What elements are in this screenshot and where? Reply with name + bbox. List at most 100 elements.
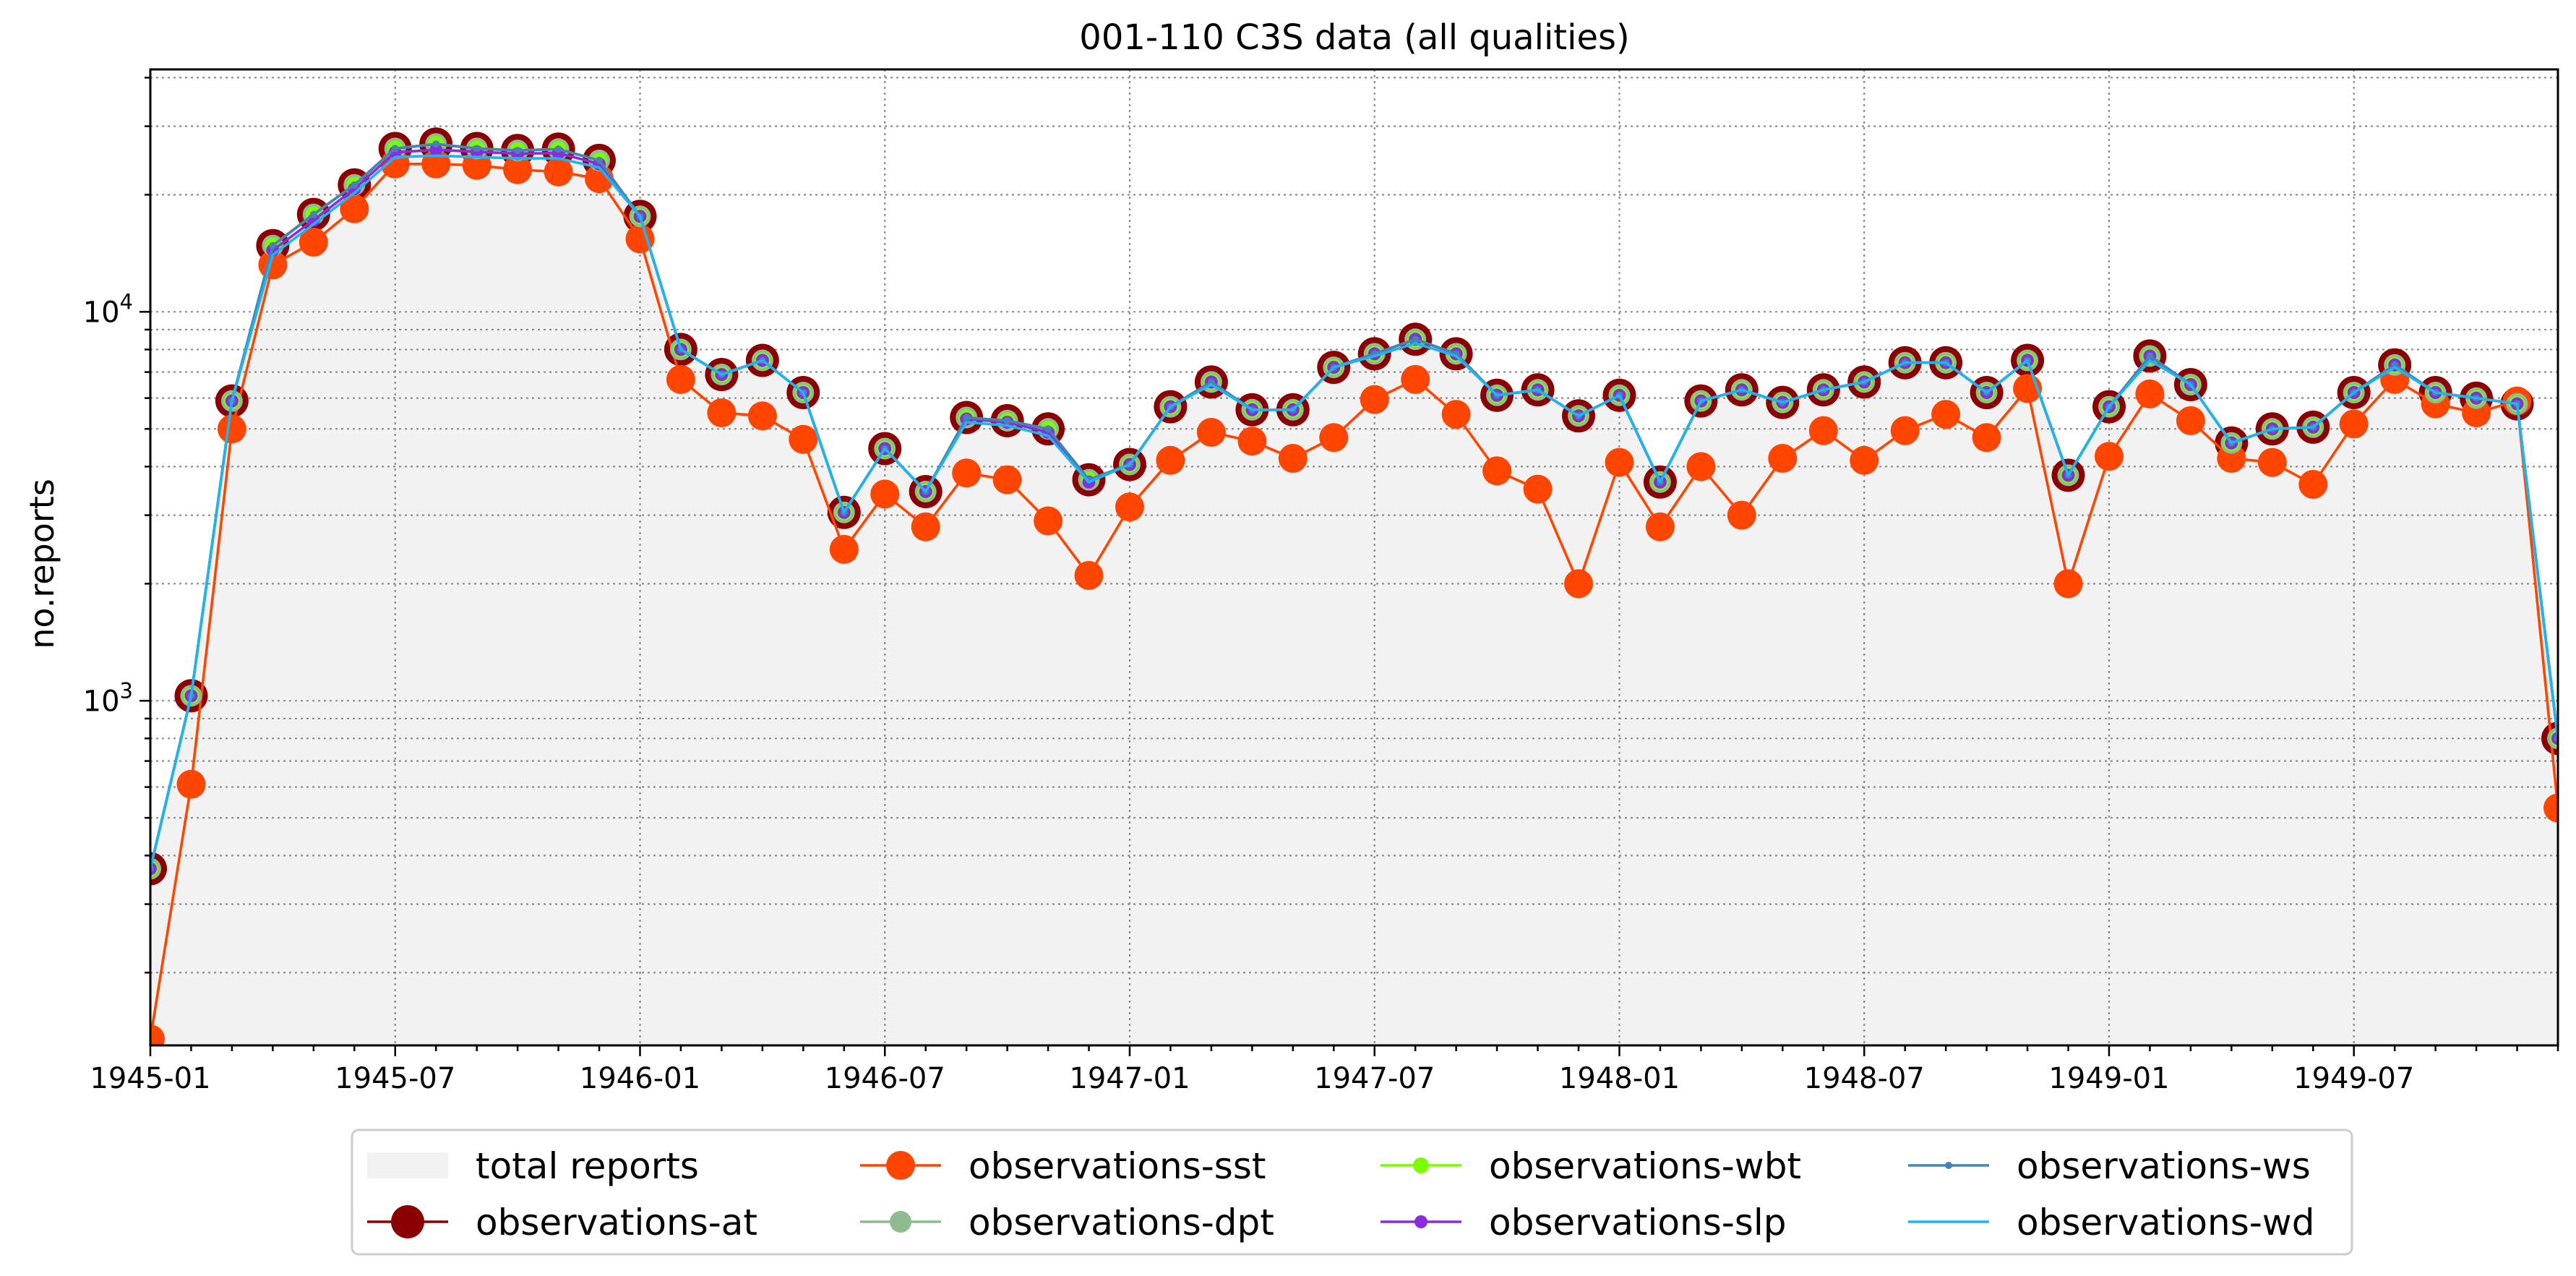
legend-label: total reports: [476, 1145, 699, 1187]
data-point: [596, 156, 603, 164]
data-point: [747, 401, 777, 431]
data-point: [1441, 400, 1471, 429]
x-axis: 1945-01 1945-07 1946-01 1946-07 1947-01 1947-…: [90, 1045, 2559, 1095]
legend: total reports observations-at observations…: [351, 1129, 2353, 1256]
legend-marker: [1414, 1215, 1427, 1228]
legend-marker: [890, 1211, 911, 1233]
series-observations-sst: [150, 149, 2558, 1045]
data-point: [1605, 448, 1634, 477]
data-point: [870, 479, 900, 509]
x-tick-label: 1945-07: [335, 1062, 455, 1095]
data-point: [150, 1024, 165, 1045]
data-point: [789, 424, 818, 454]
x-tick-label: 1949-01: [2048, 1062, 2169, 1095]
x-tick-label: 1948-07: [1804, 1062, 1925, 1095]
data-point: [432, 140, 440, 148]
data-point: [514, 147, 522, 155]
legend-label: observations-wbt: [1489, 1145, 1801, 1187]
series-observations-wd: [150, 154, 2558, 870]
data-point: [1645, 512, 1675, 541]
legend-label: observations-sst: [969, 1145, 1266, 1187]
data-point: [1074, 561, 1104, 590]
legend-label: observations-slp: [1489, 1202, 1786, 1243]
data-point: [1360, 385, 1389, 414]
y-tick-label: 103: [83, 678, 133, 718]
data-point: [1207, 378, 1215, 386]
legend-marker: [886, 1151, 915, 1180]
series-line-observations-wd: [150, 154, 2558, 870]
data-point: [666, 364, 695, 394]
data-point: [1890, 416, 1920, 445]
data-point: [2053, 569, 2083, 599]
data-point: [1319, 423, 1349, 453]
legend-marker: [391, 1205, 424, 1238]
legend-label: observations-wd: [2017, 1202, 2314, 1243]
legend-item-observations-dpt: observations-dpt: [860, 1202, 1274, 1243]
x-tick-label: 1946-07: [825, 1062, 945, 1095]
legend-item-observations-sst: observations-sst: [860, 1145, 1266, 1187]
plot-frame: [149, 68, 2559, 1047]
legend-marker: [1945, 1162, 1952, 1169]
data-point: [1686, 452, 1716, 481]
data-point: [2391, 361, 2399, 369]
data-point: [351, 181, 359, 189]
x-tick-label: 1949-07: [2293, 1062, 2414, 1095]
legend-item-observations-wd: observations-wd: [1908, 1202, 2314, 1243]
data-point: [1808, 416, 1838, 445]
data-point: [2095, 442, 2124, 471]
data-point: [2217, 444, 2246, 473]
data-point: [1412, 335, 1420, 343]
data-point: [1972, 423, 2001, 453]
data-point: [1034, 506, 1063, 536]
x-tick-label: 1947-01: [1069, 1062, 1190, 1095]
data-point: [2257, 448, 2287, 477]
x-tick-label: 1947-07: [1314, 1062, 1435, 1095]
legend-marker: [1413, 1157, 1429, 1173]
data-point: [2135, 379, 2165, 408]
legend-label: observations-dpt: [969, 1202, 1274, 1243]
data-point: [2298, 470, 2328, 499]
series-area-total-reports: [150, 144, 2558, 1045]
data-point: [429, 143, 443, 157]
data-point: [1482, 456, 1512, 486]
legend-item-total-reports: total reports: [367, 1145, 699, 1187]
data-point: [176, 769, 206, 799]
data-point: [309, 210, 317, 218]
legend-label: observations-ws: [2017, 1145, 2311, 1187]
data-point: [1278, 444, 1308, 473]
data-point: [1727, 500, 1756, 530]
y-axis: 103 104: [83, 77, 150, 974]
data-point: [1768, 444, 1798, 473]
legend-item-observations-slp: observations-slp: [1381, 1202, 1786, 1243]
data-point: [963, 414, 971, 421]
data-point: [473, 145, 481, 153]
y-tick-label: 104: [83, 289, 133, 329]
data-point: [911, 512, 940, 541]
data-point: [992, 465, 1022, 494]
legend-label: observations-at: [476, 1202, 757, 1243]
legend-swatch: [367, 1152, 448, 1178]
data-point: [1196, 418, 1226, 447]
data-point: [1003, 416, 1011, 424]
data-point: [1850, 445, 1879, 475]
data-point: [829, 534, 859, 564]
legend-item-observations-at: observations-at: [367, 1202, 757, 1243]
plot-area: 103 104 1945-01 1945-07 1946-01 1946-07 1947-0…: [83, 68, 2559, 1095]
data-point: [2339, 409, 2369, 439]
data-point: [269, 241, 277, 249]
data-point: [707, 398, 737, 427]
x-tick-label: 1946-01: [580, 1062, 700, 1095]
legend-item-observations-wbt: observations-wbt: [1381, 1145, 1801, 1187]
data-point: [503, 155, 533, 184]
data-point: [2543, 793, 2558, 823]
data-point: [340, 194, 369, 223]
data-point: [2146, 352, 2154, 360]
data-point: [1156, 445, 1185, 475]
data-point: [391, 145, 399, 153]
data-point: [625, 224, 655, 254]
data-point: [1115, 492, 1144, 522]
grid: [149, 69, 2558, 1045]
chart-title: 001-110 C3S data (all qualities): [1079, 17, 1629, 58]
data-point: [952, 458, 982, 488]
